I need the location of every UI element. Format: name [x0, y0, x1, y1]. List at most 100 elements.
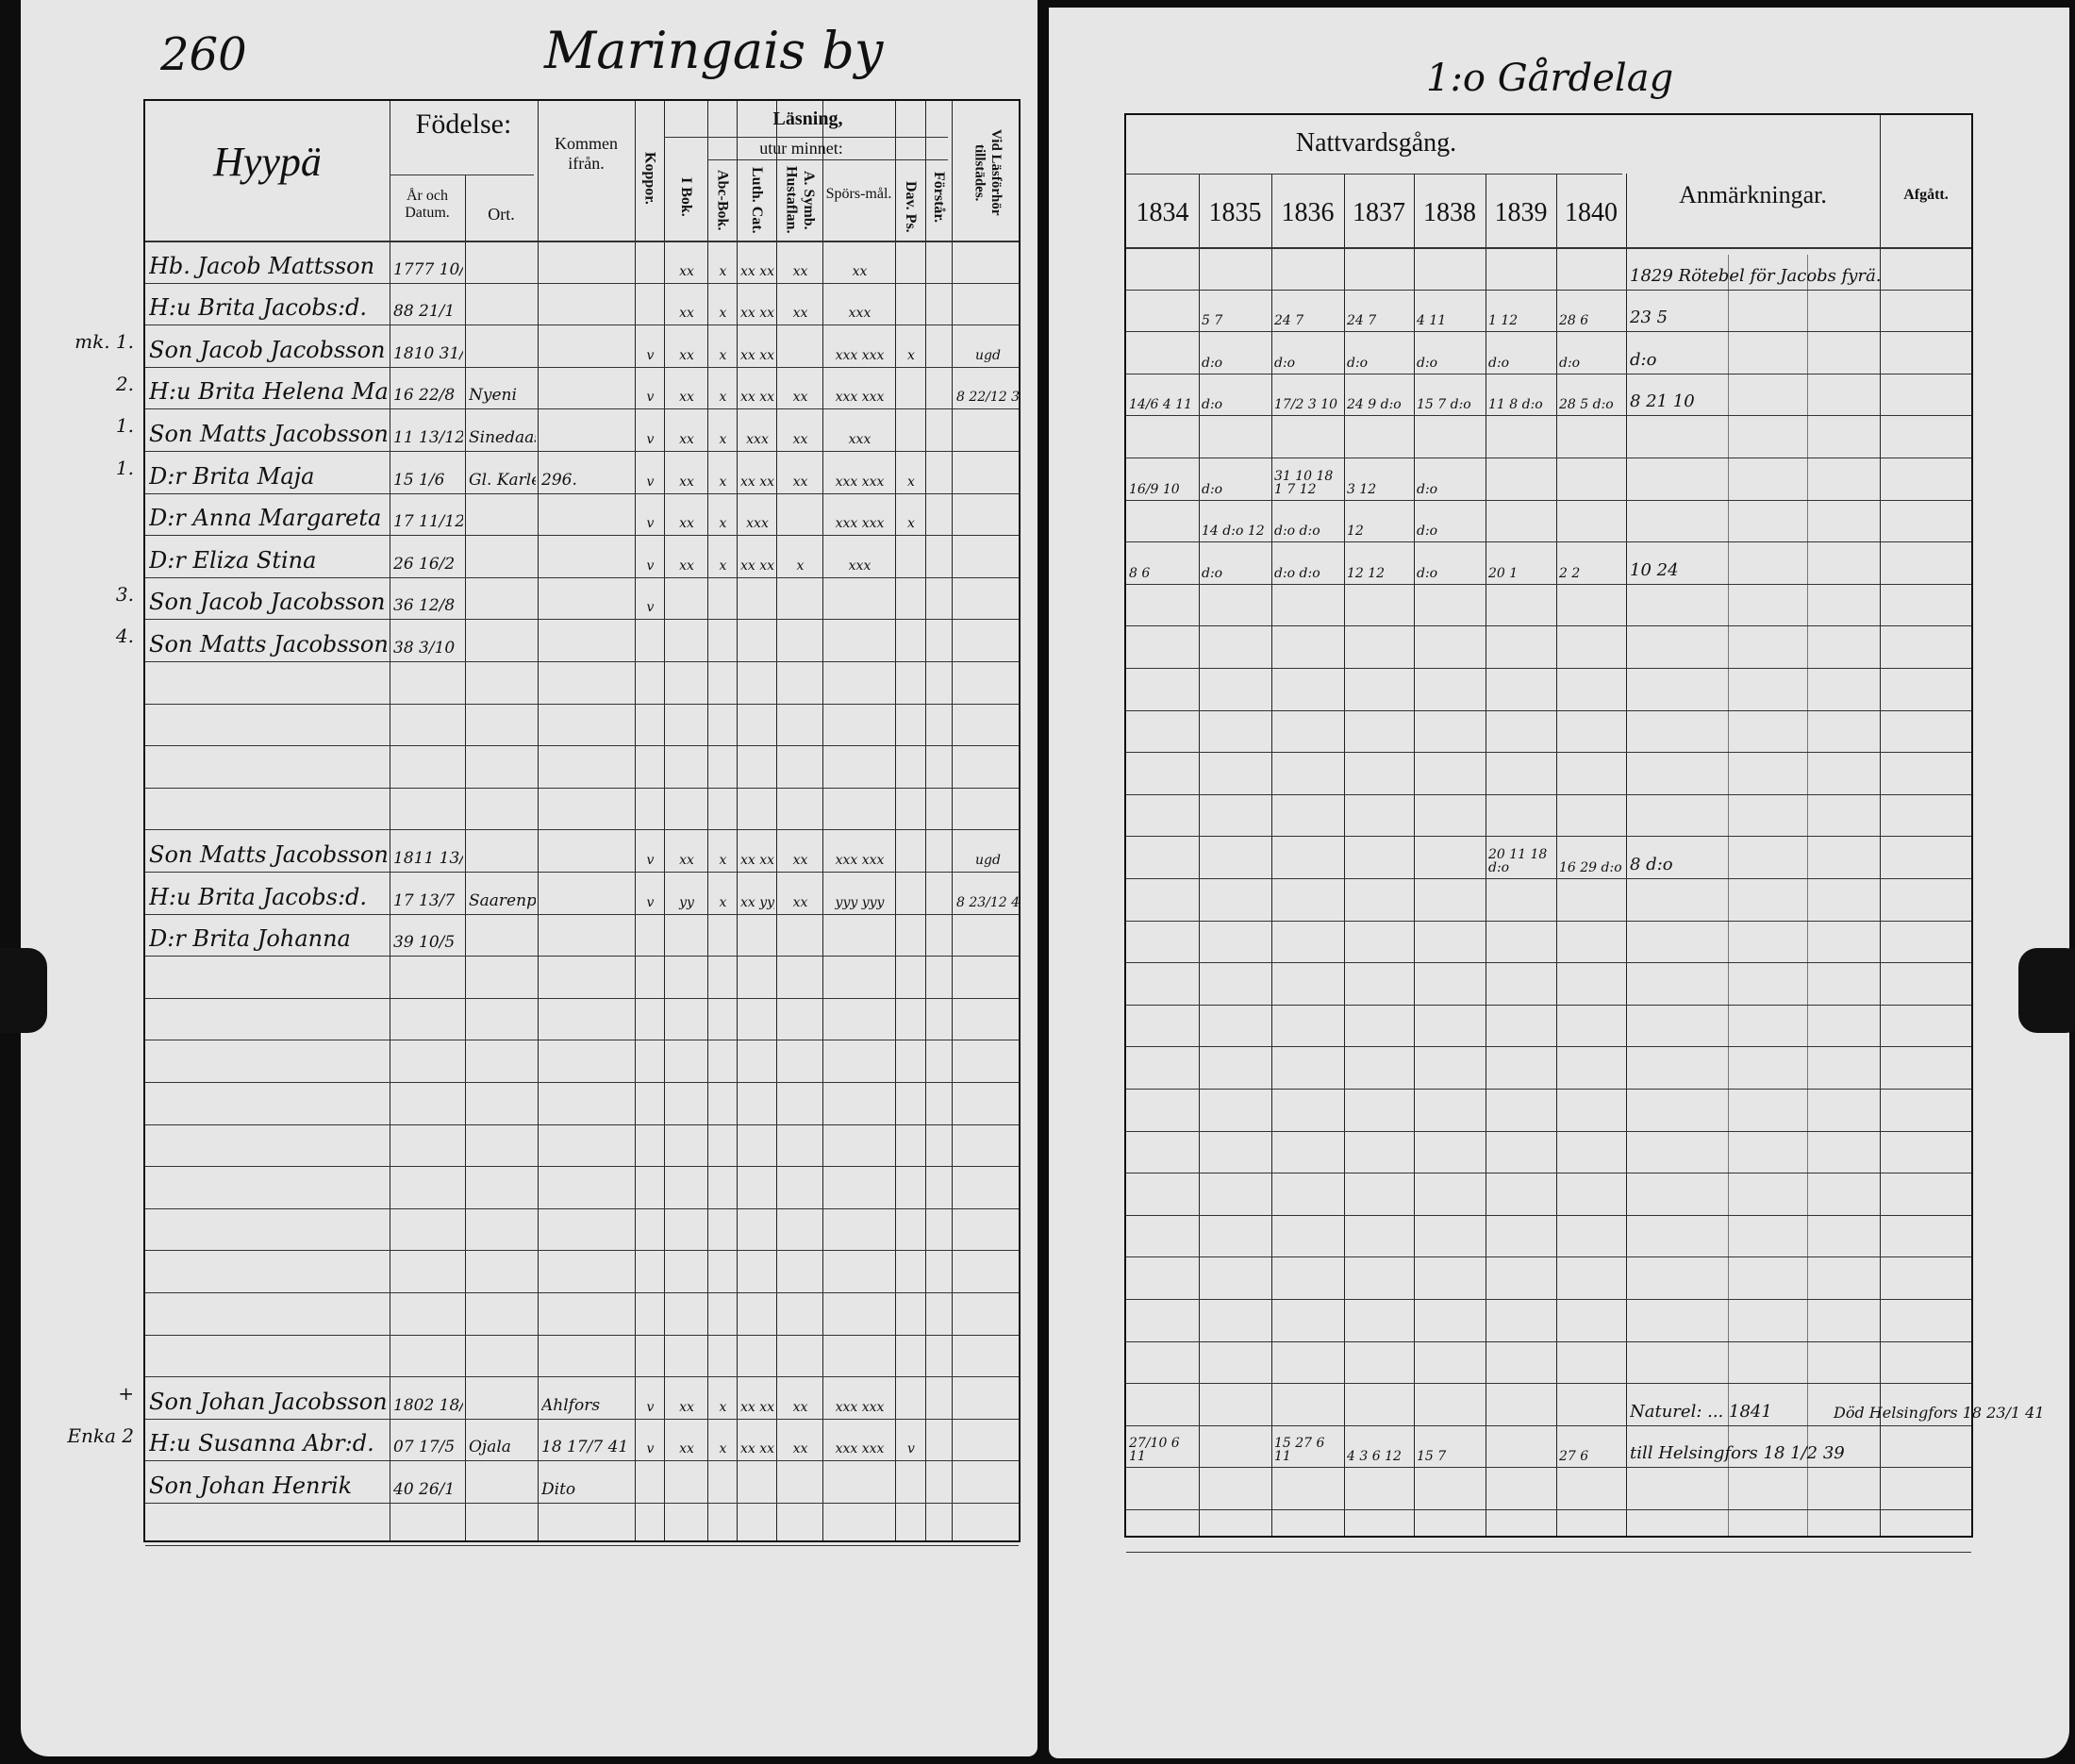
cell-name: Son Jacob Jacobsson: [149, 336, 386, 363]
cell-ibok: xx: [679, 516, 694, 532]
cell-dav: [899, 408, 923, 451]
cell-forstar: [929, 872, 950, 914]
cell-year-1834: [1129, 290, 1197, 332]
cell-forstar: [929, 367, 950, 409]
row-line: [1126, 1509, 1971, 1510]
household-row: D:r Brita Johanna 39 10/5: [145, 914, 1019, 957]
cell-departed: [1834, 458, 1994, 500]
cell-year-1838: d:o: [1417, 481, 1438, 497]
cell-abc: [711, 914, 735, 957]
cell-ibok: xx: [679, 431, 694, 447]
cell-birth: 38 3/10: [393, 638, 456, 657]
cell-ort: [469, 535, 536, 577]
header-year: 1839: [1494, 198, 1548, 227]
cell-ort: [469, 1460, 536, 1503]
cell-from: [541, 283, 633, 325]
cell-spors: xxx: [848, 306, 872, 322]
cell-symb: xx: [792, 1441, 808, 1457]
communion-row: 27/10 6 11 15 27 6 11 4 3 6 12 15 7 27 6 till…: [1126, 1425, 1971, 1468]
cell-year-1836: 24 7: [1274, 313, 1304, 329]
cell-las: [955, 408, 1021, 451]
cell-year-1839: [1488, 1383, 1554, 1425]
cell-las: [955, 1460, 1021, 1503]
communion-row: 5 7 24 7 24 7 4 11 1 12 28 6 23 5: [1126, 290, 1971, 332]
cell-year-1840: d:o: [1559, 355, 1581, 371]
row-line: [145, 1166, 1019, 1168]
cell-spors: xxx xxx: [835, 347, 885, 363]
row-line: [1126, 289, 1971, 291]
cell-name: Son Matts Jacobsson: [149, 420, 388, 447]
cell-year-1839: 11 8 d:o: [1488, 397, 1543, 413]
cell-abc: x: [719, 347, 727, 363]
cell-ort: Sinedaasfors: [469, 427, 536, 447]
cell-ibok: xx: [679, 347, 694, 363]
cell-symb: [780, 325, 821, 367]
cell-year-1838: [1417, 836, 1484, 878]
cell-luth: xxx: [746, 431, 769, 447]
book-tab-left: [0, 948, 47, 1033]
header-abc: Abc-Bok.: [714, 169, 731, 231]
household-row: Son Jacob Jacobsson 36 12/8 v: [145, 577, 1019, 620]
column-divider: [664, 101, 665, 1540]
cell-year-1834: [1129, 836, 1197, 878]
row-prefix: Enka 2: [67, 1423, 134, 1447]
cell-dav: [899, 283, 923, 325]
cell-from: [541, 829, 633, 872]
cell-year-1835: d:o: [1202, 355, 1223, 371]
cell-forstar: [929, 577, 950, 620]
cell-ort: [469, 493, 536, 536]
cell-name: Son Matts Jacobsson: [149, 630, 388, 657]
cell-luth: [740, 577, 774, 620]
communion-row: Naturel: ... 1841 Död Helsingfors 18 23/1…: [1126, 1383, 2045, 1425]
cell-koppor: [639, 1460, 662, 1503]
cell-forstar: [929, 619, 950, 661]
cell-luth: [740, 1460, 774, 1503]
cell-year-1840: [1559, 1383, 1624, 1425]
cell-forstar: [929, 914, 950, 957]
cell-luth: xxx xxx: [740, 1441, 774, 1457]
row-line: [145, 1334, 1019, 1336]
cell-name: H:u Brita Jacobs:d.: [149, 294, 368, 322]
cell-ort: [469, 241, 536, 283]
cell-year-1834: [1129, 500, 1197, 542]
cell-year-1836: d:o d:o: [1274, 524, 1320, 540]
cell-year-1835: [1202, 836, 1270, 878]
cell-las: [955, 283, 1021, 325]
cell-ort: Gl. Karleby: [469, 470, 536, 490]
cell-departed: [1834, 541, 1994, 584]
column-divider: [1626, 174, 1627, 1536]
header-forstar: Förstår.: [931, 171, 948, 224]
cell-spors: [826, 619, 893, 661]
cell-year-1835: d:o: [1202, 481, 1223, 497]
header-name: Hyypä: [213, 139, 322, 185]
row-line: [1126, 1383, 1971, 1385]
column-divider: [465, 175, 466, 1540]
household-table: Hyypä Födelse: År och Datum. Ort. Kommen ifr…: [143, 99, 1021, 1546]
column-divider: [1199, 174, 1200, 1536]
cell-dav: [899, 1376, 923, 1419]
row-line: [145, 745, 1019, 747]
cell-luth: xxx xxx: [740, 1399, 774, 1415]
cell-symb: xx: [792, 390, 808, 406]
row-line: [1126, 836, 1971, 838]
cell-name: H:u Susanna Abr:d.: [149, 1430, 374, 1457]
cell-forstar: [929, 535, 950, 577]
communion-row: 8 6 d:o d:o d:o 12 12 d:o 20 1 2 2 10 24: [1126, 541, 1971, 584]
cell-year-1839: [1488, 500, 1554, 542]
header-year: 1840: [1565, 198, 1618, 227]
row-line: [145, 1503, 1019, 1504]
cell-from: 296.: [541, 470, 577, 490]
cell-spors: xxx xxx: [835, 1441, 885, 1457]
cell-year-1834: 8 6: [1129, 565, 1151, 581]
cell-from: Ahlfors: [541, 1395, 601, 1415]
header-year: 1835: [1208, 198, 1262, 227]
column-divider: [776, 101, 777, 1540]
household-row: D:r Anna Margareta 17 11/12 v xx x xxx xxx xxx…: [145, 493, 1019, 536]
header-smallpox: Koppor.: [641, 152, 658, 205]
row-prefix: mk. 1.: [75, 330, 134, 354]
row-line: [145, 1460, 1019, 1462]
cell-year-1839: [1488, 1425, 1554, 1468]
